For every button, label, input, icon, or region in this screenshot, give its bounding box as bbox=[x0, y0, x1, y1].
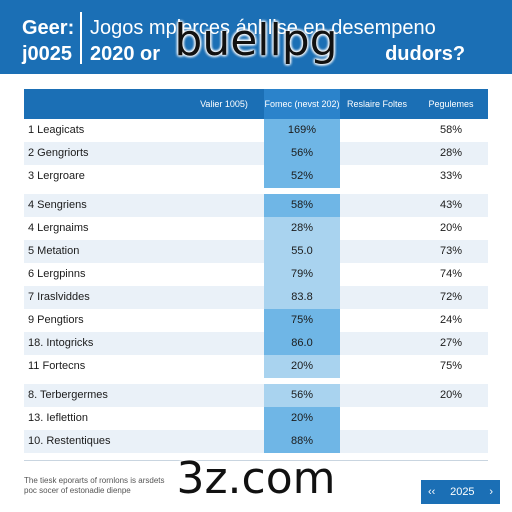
cell-pct: 75% bbox=[439, 360, 463, 372]
column-header-pct[interactable]: Pegulemes bbox=[428, 98, 474, 109]
header-left-line1: Geer: bbox=[22, 17, 75, 39]
cell-pct: 33% bbox=[439, 170, 463, 182]
cell-name: 13. Ieflettion bbox=[28, 412, 88, 424]
table-row[interactable]: 10. Restentiques 88% bbox=[24, 430, 488, 453]
cell-score: 83.8 bbox=[264, 286, 340, 309]
cell-score: 75% bbox=[264, 309, 340, 332]
cell-name: 3 Lergroare bbox=[28, 170, 85, 182]
cell-pct: 20% bbox=[439, 389, 463, 401]
page-title-line2-end: dudors? bbox=[385, 43, 466, 65]
table-row[interactable]: 9 Pengtiors 75% 24% bbox=[24, 309, 488, 332]
cell-pct: 74% bbox=[439, 268, 463, 280]
cell-name: 9 Pengtiors bbox=[28, 314, 84, 326]
footnote-line1: The tiesk eporarts of rornlons is arsdet… bbox=[24, 476, 165, 485]
cell-pct: 43% bbox=[439, 199, 463, 211]
cell-pct: 28% bbox=[439, 147, 463, 159]
cell-score: 20% bbox=[264, 407, 340, 430]
column-header-score[interactable]: Fomec (nevst 202) bbox=[264, 89, 340, 119]
cell-name: 11 Fortecns bbox=[28, 360, 86, 372]
header-left-line2: j0025 bbox=[22, 43, 73, 65]
cell-score: 58% bbox=[264, 194, 340, 217]
footnote-line2: poc socer of estonadie dienpe bbox=[24, 486, 131, 495]
cell-name: 2 Gengriorts bbox=[28, 147, 89, 159]
table-row[interactable]: 5 Metation 55.0 73% bbox=[24, 240, 488, 263]
page-title-line2-start: 2020 or bbox=[90, 43, 161, 65]
cell-score: 28% bbox=[264, 217, 340, 240]
table-row[interactable]: 8. Terbergermes 56% 20% bbox=[24, 384, 488, 407]
cell-name: 10. Restentiques bbox=[28, 435, 111, 447]
cell-name: 5 Metation bbox=[28, 245, 80, 257]
cell-name: 18. Intogricks bbox=[28, 337, 94, 349]
table-row[interactable]: 3 Lergroare 52% 33% bbox=[24, 165, 488, 188]
cell-pct: 24% bbox=[439, 314, 463, 326]
header-divider bbox=[80, 12, 82, 64]
cell-name: 8. Terbergermes bbox=[28, 389, 108, 401]
column-header-name[interactable]: Valier 1005) bbox=[200, 98, 248, 109]
cell-name: 1 Leagicats bbox=[28, 124, 85, 136]
table-bottom-divider bbox=[24, 460, 488, 461]
table-body: 1 Leagicats 169% 58% 2 Gengriorts 56% 28% 3 Le… bbox=[24, 119, 488, 453]
cell-pct: 72% bbox=[439, 291, 463, 303]
cell-pct: 73% bbox=[439, 245, 463, 257]
cell-pct: 27% bbox=[439, 337, 463, 349]
cell-name: 7 Iraslviddes bbox=[28, 291, 90, 303]
footnote: The tiesk eporarts of rornlons is arsdet… bbox=[24, 476, 224, 496]
cell-score: 56% bbox=[264, 384, 340, 407]
cell-score: 86.0 bbox=[264, 332, 340, 355]
table-row[interactable]: 13. Ieflettion 20% bbox=[24, 407, 488, 430]
table-row[interactable]: 4 Lergnaims 28% 20% bbox=[24, 217, 488, 240]
cell-score: 79% bbox=[264, 263, 340, 286]
pagination-control[interactable]: ‹‹ 2025 › bbox=[421, 480, 500, 504]
prev-page-button[interactable]: ‹‹ bbox=[428, 486, 436, 498]
table-row[interactable]: 6 Lergpinns 79% 74% bbox=[24, 263, 488, 286]
cell-pct: 20% bbox=[439, 222, 463, 234]
cell-name: 4 Lergnaims bbox=[28, 222, 89, 234]
page-title: Jogos mplerces ánl lise en desempeno 202… bbox=[90, 15, 465, 67]
cell-score: 20% bbox=[264, 355, 340, 378]
page-header: Geer: j0025 Jogos mplerces ánl lise en d… bbox=[0, 0, 512, 74]
cell-name: 4 Sengriens bbox=[28, 199, 87, 211]
next-page-button[interactable]: › bbox=[489, 486, 493, 498]
results-table: Valier 1005) Fomec (nevst 202) Reslaire … bbox=[24, 89, 488, 453]
header-left-label: Geer: j0025 bbox=[22, 15, 74, 67]
cell-score: 169% bbox=[264, 119, 340, 142]
cell-score: 55.0 bbox=[264, 240, 340, 263]
cell-score: 52% bbox=[264, 165, 340, 188]
column-header-fail[interactable]: Reslaire Foltes bbox=[346, 98, 408, 109]
table-row[interactable]: 11 Fortecns 20% 75% bbox=[24, 355, 488, 378]
page-title-line1: Jogos mplerces ánl lise en desempeno bbox=[90, 17, 436, 39]
cell-score: 56% bbox=[264, 142, 340, 165]
table-row[interactable]: 2 Gengriorts 56% 28% bbox=[24, 142, 488, 165]
table-header-row: Valier 1005) Fomec (nevst 202) Reslaire … bbox=[24, 89, 488, 119]
cell-pct: 58% bbox=[439, 124, 463, 136]
page-title-line2: 2020 or dudors? bbox=[90, 41, 465, 67]
table-row[interactable]: 7 Iraslviddes 83.8 72% bbox=[24, 286, 488, 309]
cell-score: 88% bbox=[264, 430, 340, 453]
table-row[interactable]: 18. Intogricks 86.0 27% bbox=[24, 332, 488, 355]
table-row[interactable]: 4 Sengriens 58% 43% bbox=[24, 194, 488, 217]
cell-name: 6 Lergpinns bbox=[28, 268, 86, 280]
page-label: 2025 bbox=[450, 486, 475, 498]
table-row[interactable]: 1 Leagicats 169% 58% bbox=[24, 119, 488, 142]
